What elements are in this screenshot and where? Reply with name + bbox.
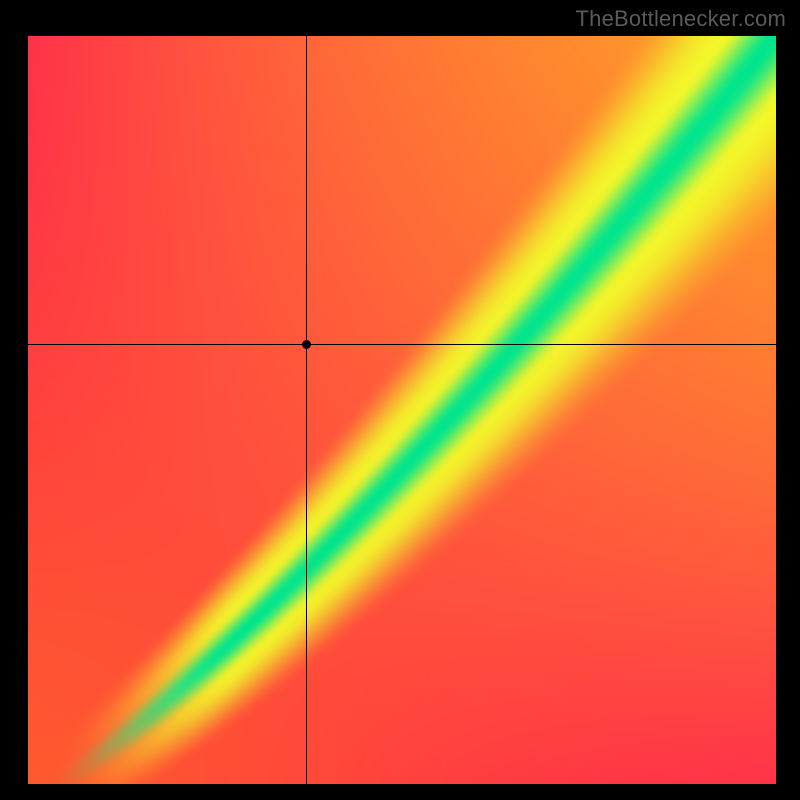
watermark-text: TheBottlenecker.com bbox=[576, 6, 786, 32]
crosshair-horizontal bbox=[28, 344, 776, 345]
crosshair-vertical bbox=[306, 36, 307, 784]
heatmap-canvas bbox=[28, 36, 776, 784]
heatmap-frame: TheBottlenecker.com bbox=[0, 0, 800, 800]
crosshair-marker bbox=[302, 340, 311, 349]
